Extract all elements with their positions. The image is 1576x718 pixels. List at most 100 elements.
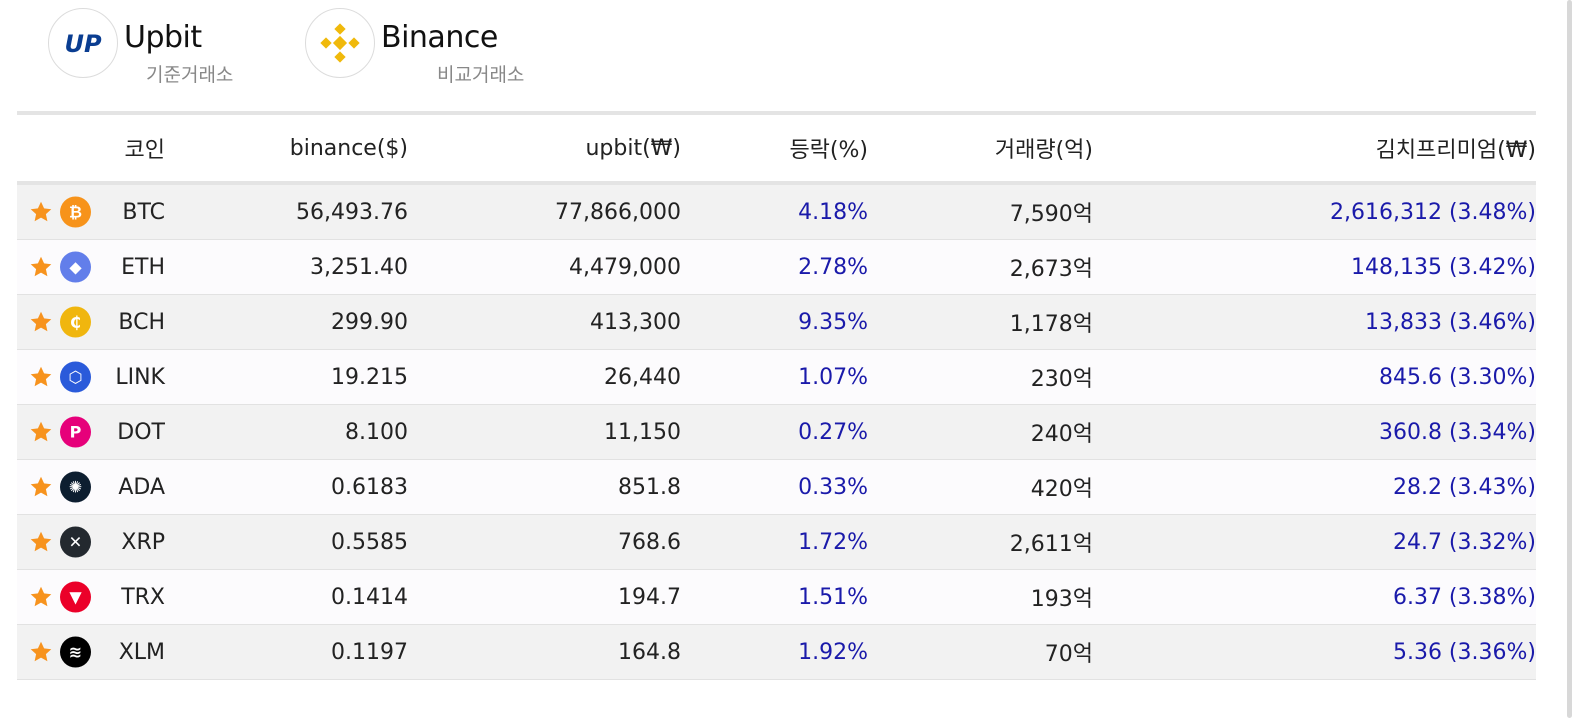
kimchi-premium: 6.37 (3.38%)	[1093, 569, 1536, 625]
table-row[interactable]: ✺ ADA 0.6183 851.8 0.33% 420억 28.2 (3.43%)	[17, 459, 1536, 515]
favorite-star-icon[interactable]	[29, 530, 53, 554]
coin-cell: ₵ BCH	[17, 294, 165, 350]
favorite-star-icon[interactable]	[29, 255, 53, 279]
binance-price: 8.100	[165, 404, 408, 460]
coin-symbol: ETH	[121, 254, 165, 280]
kimchi-premium-table: 코인 binance($) upbit(₩) 등락(%) 거래량(억) 김치프리…	[17, 111, 1536, 680]
binance-price: 19.215	[165, 349, 408, 405]
favorite-star-icon[interactable]	[29, 585, 53, 609]
table-row[interactable]: ▼ TRX 0.1414 194.7 1.51% 193억 6.37 (3.38%)	[17, 569, 1536, 625]
table-row[interactable]: ₿ BTC 56,493.76 77,866,000 4.18% 7,590억 2,616,…	[17, 183, 1536, 240]
compare-exchange-binance[interactable]: Binance 비교거래소	[305, 8, 555, 88]
change-percent: 2.78%	[681, 239, 868, 295]
table-row[interactable]: ≋ XLM 0.1197 164.8 1.92% 70억 5.36 (3.36%)	[17, 624, 1536, 680]
base-exchange-role: 기준거래소	[146, 64, 234, 86]
table-body: ₿ BTC 56,493.76 77,866,000 4.18% 7,590억 2,616,…	[17, 183, 1536, 680]
base-exchange-name: Upbit	[124, 20, 202, 55]
upbit-price: 851.8	[408, 459, 681, 515]
compare-exchange-role: 비교거래소	[437, 64, 525, 86]
change-percent: 4.18%	[681, 183, 868, 240]
chainlink-icon: ⬡	[60, 361, 91, 393]
coin-cell: ◆ ETH	[17, 239, 165, 295]
kimchi-premium: 28.2 (3.43%)	[1093, 459, 1536, 515]
change-percent: 0.33%	[681, 459, 868, 515]
table-row[interactable]: ₵ BCH 299.90 413,300 9.35% 1,178억 13,833 (3.46…	[17, 294, 1536, 350]
trade-volume: 193억	[868, 569, 1093, 625]
coin-cell: ✕ XRP	[17, 514, 165, 570]
table-row[interactable]: ◆ ETH 3,251.40 4,479,000 2.78% 2,673억 148,135 …	[17, 239, 1536, 295]
binance-price: 0.1414	[165, 569, 408, 625]
upbit-price: 26,440	[408, 349, 681, 405]
coin-symbol: XLM	[118, 639, 165, 665]
kimchi-premium: 845.6 (3.30%)	[1093, 349, 1536, 405]
upbit-price: 768.6	[408, 514, 681, 570]
change-percent: 1.51%	[681, 569, 868, 625]
kimchi-premium: 24.7 (3.32%)	[1093, 514, 1536, 570]
kimchi-premium: 13,833 (3.46%)	[1093, 294, 1536, 350]
coin-symbol: BCH	[118, 309, 165, 335]
trade-volume: 70억	[868, 624, 1093, 680]
upbit-price: 11,150	[408, 404, 681, 460]
coin-symbol: LINK	[115, 364, 165, 390]
compare-exchange-name: Binance	[381, 20, 498, 55]
favorite-star-icon[interactable]	[29, 200, 53, 224]
header-change[interactable]: 등락(%)	[681, 115, 868, 185]
cardano-icon: ✺	[60, 471, 91, 503]
trade-volume: 7,590억	[868, 183, 1093, 240]
favorite-star-icon[interactable]	[29, 365, 53, 389]
bitcoin-cash-icon: ₵	[60, 306, 91, 338]
binance-price: 3,251.40	[165, 239, 408, 295]
exchange-selector: UP Upbit 기준거래소 Binance 비교거래소	[0, 0, 1576, 110]
header-volume[interactable]: 거래량(억)	[868, 115, 1093, 185]
coin-cell: ⬡ LINK	[17, 349, 165, 405]
table-row[interactable]: ✕ XRP 0.5585 768.6 1.72% 2,611억 24.7 (3.32%)	[17, 514, 1536, 570]
table-header-row: 코인 binance($) upbit(₩) 등락(%) 거래량(억) 김치프리…	[17, 115, 1536, 185]
favorite-star-icon[interactable]	[29, 475, 53, 499]
table-row[interactable]: ⬡ LINK 19.215 26,440 1.07% 230억 845.6 (3.30%)	[17, 349, 1536, 405]
kimchi-premium: 360.8 (3.34%)	[1093, 404, 1536, 460]
coin-cell: ▼ TRX	[17, 569, 165, 625]
stellar-icon: ≋	[60, 636, 91, 668]
binance-price: 299.90	[165, 294, 408, 350]
header-premium[interactable]: 김치프리미엄(₩)	[1093, 115, 1536, 185]
binance-logo-icon	[305, 8, 375, 78]
change-percent: 1.72%	[681, 514, 868, 570]
change-percent: 1.92%	[681, 624, 868, 680]
header-binance[interactable]: binance($)	[165, 115, 408, 185]
page-scrollbar[interactable]	[1567, 0, 1572, 718]
header-coin[interactable]: 코인	[17, 115, 165, 185]
coin-cell: ✺ ADA	[17, 459, 165, 515]
upbit-price: 164.8	[408, 624, 681, 680]
trade-volume: 230억	[868, 349, 1093, 405]
kimchi-premium: 2,616,312 (3.48%)	[1093, 183, 1536, 240]
change-percent: 9.35%	[681, 294, 868, 350]
binance-price: 0.1197	[165, 624, 408, 680]
coin-symbol: ADA	[118, 474, 165, 500]
upbit-price: 77,866,000	[408, 183, 681, 240]
favorite-star-icon[interactable]	[29, 310, 53, 334]
trade-volume: 2,673억	[868, 239, 1093, 295]
coin-symbol: XRP	[121, 529, 165, 555]
coin-symbol: TRX	[121, 584, 165, 610]
upbit-price: 4,479,000	[408, 239, 681, 295]
upbit-price: 194.7	[408, 569, 681, 625]
binance-price: 56,493.76	[165, 183, 408, 240]
header-upbit[interactable]: upbit(₩)	[408, 115, 681, 185]
table-row[interactable]: P DOT 8.100 11,150 0.27% 240억 360.8 (3.34%)	[17, 404, 1536, 460]
coin-symbol: BTC	[122, 199, 165, 225]
upbit-logo-icon: UP	[48, 8, 118, 78]
change-percent: 1.07%	[681, 349, 868, 405]
base-exchange-upbit[interactable]: UP Upbit 기준거래소	[48, 8, 278, 88]
coin-symbol: DOT	[117, 419, 165, 445]
change-percent: 0.27%	[681, 404, 868, 460]
binance-price: 0.6183	[165, 459, 408, 515]
xrp-icon: ✕	[60, 526, 91, 558]
favorite-star-icon[interactable]	[29, 640, 53, 664]
polkadot-icon: P	[60, 416, 91, 448]
upbit-logo-text: UP	[64, 30, 101, 58]
trade-volume: 420억	[868, 459, 1093, 515]
favorite-star-icon[interactable]	[29, 420, 53, 444]
trade-volume: 240억	[868, 404, 1093, 460]
trade-volume: 2,611억	[868, 514, 1093, 570]
trade-volume: 1,178억	[868, 294, 1093, 350]
